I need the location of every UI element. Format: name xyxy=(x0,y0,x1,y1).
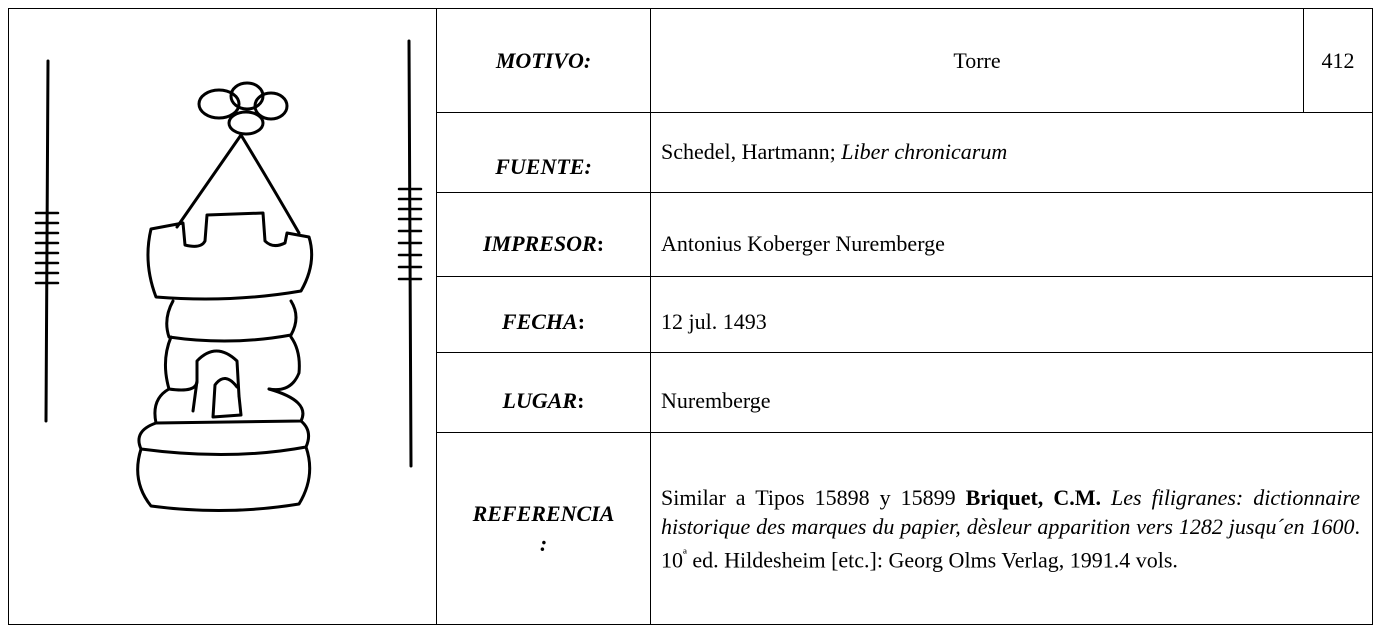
record-number: 412 xyxy=(1303,8,1373,113)
watermark-record: MOTIVO: Torre 412 FUENTE: Schedel, Hartm… xyxy=(8,8,1373,625)
label-colon: : xyxy=(577,308,586,334)
field-value: Antonius Koberger Nuremberge xyxy=(650,192,1373,277)
ref-text: ed. Hildesheim [etc.]: Georg Olms Verlag… xyxy=(686,547,1178,573)
label-colon: : xyxy=(596,230,605,256)
ref-text: . 10 xyxy=(661,513,1360,573)
field-label: MOTIVO: xyxy=(436,8,651,113)
ref-ordinal: ª xyxy=(683,547,687,563)
field-value: Nuremberge xyxy=(650,352,1373,433)
label-colon: : xyxy=(539,530,548,556)
field-label: LUGAR: xyxy=(436,352,651,433)
label-text: IMPRESOR xyxy=(482,230,597,256)
ref-title: Les filigranes: dictionnaire historique … xyxy=(661,484,1361,539)
field-value: Schedel, Hartmann; Liber chronicarum xyxy=(650,112,1373,193)
field-value: Similar a Tipos 15898 y 15899 Briquet, C… xyxy=(650,432,1373,625)
label-text: FECHA xyxy=(501,308,578,334)
label-text: REFERENCIA xyxy=(472,500,615,526)
field-label: FECHA: xyxy=(436,276,651,353)
watermark-drawing xyxy=(34,39,423,513)
ref-text: Similar a Tipos 15898 y 15899 xyxy=(661,484,956,510)
field-value: Torre xyxy=(650,8,1304,113)
field-label: IMPRESOR: xyxy=(436,192,651,277)
label-colon: : xyxy=(577,387,585,413)
field-label: REFERENCIA: xyxy=(436,432,651,625)
field-value: 12 jul. 1493 xyxy=(650,276,1373,353)
label-text: LUGAR xyxy=(502,387,578,413)
field-label: FUENTE: xyxy=(436,112,651,193)
watermark-cell xyxy=(8,8,437,625)
value-title: Liber chronicarum xyxy=(841,139,1008,164)
ref-author: Briquet, C.M. xyxy=(965,484,1101,510)
value-text: Schedel, Hartmann; xyxy=(661,139,836,164)
